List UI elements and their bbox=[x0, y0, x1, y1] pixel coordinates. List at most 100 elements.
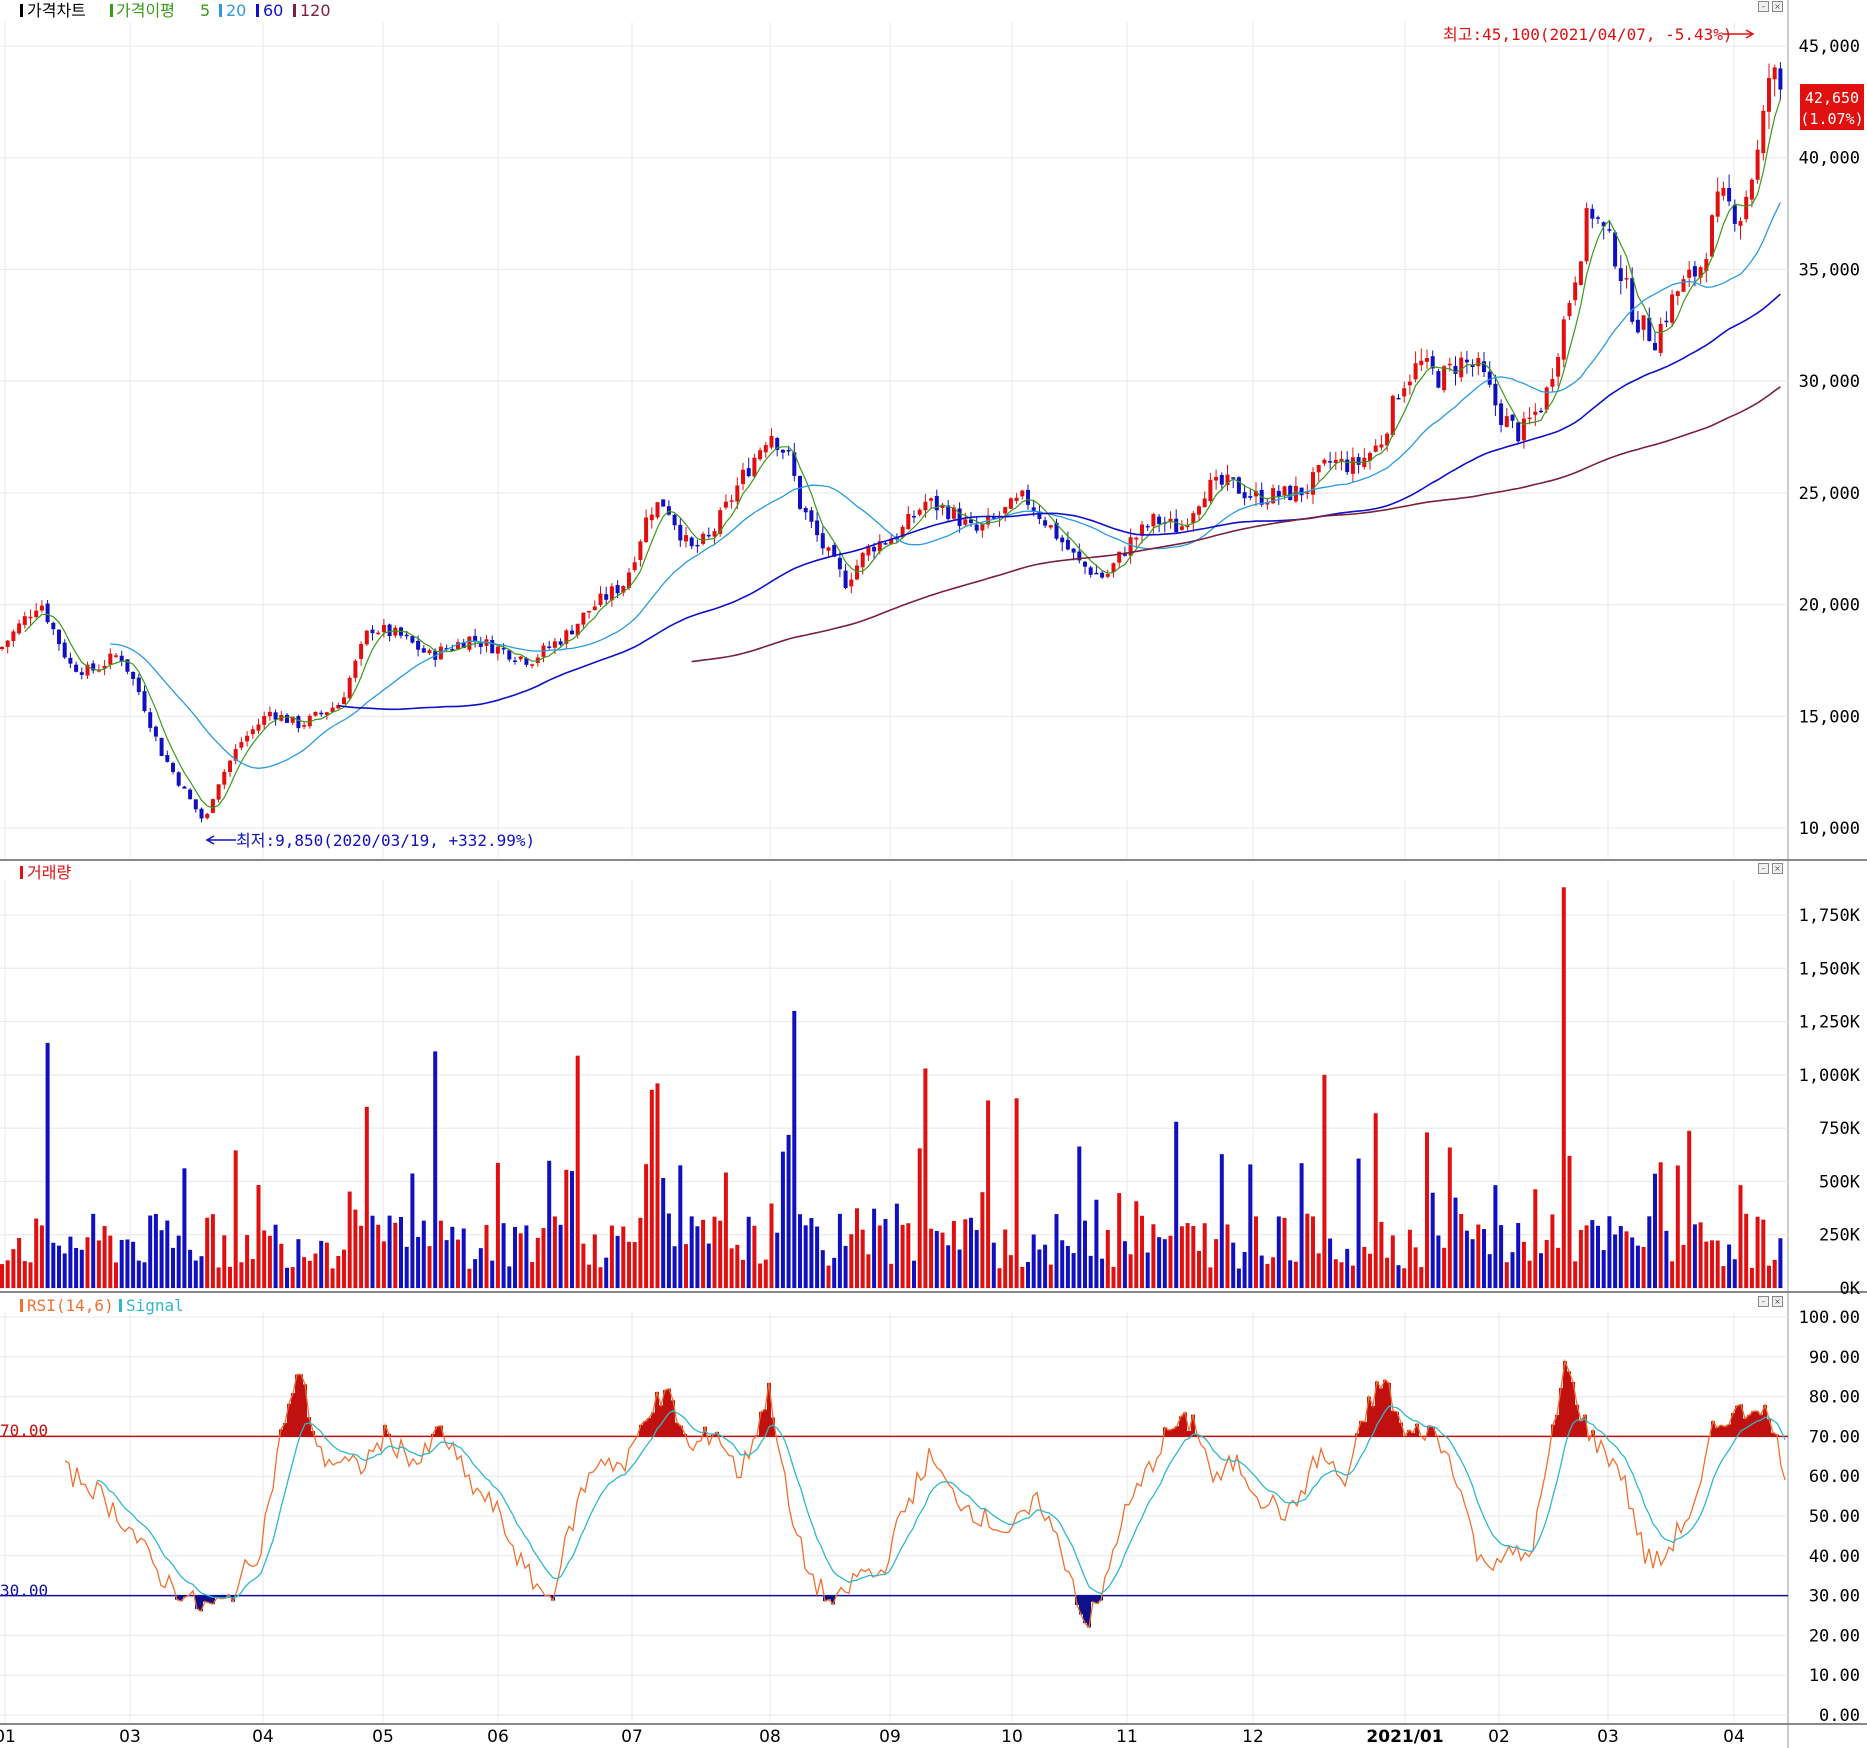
candle-body bbox=[803, 508, 808, 513]
candle-body bbox=[210, 799, 215, 813]
volume-bar bbox=[39, 1225, 44, 1288]
candle-body bbox=[108, 653, 113, 665]
candle-body bbox=[364, 630, 369, 645]
volume-bar bbox=[1550, 1214, 1555, 1288]
candle-body bbox=[1060, 537, 1065, 543]
candle-body bbox=[1590, 208, 1595, 219]
rsi-overbought-fill bbox=[1723, 1426, 1727, 1437]
rsi-panel-controls[interactable]: – × bbox=[1758, 1296, 1783, 1307]
minimize-icon[interactable]: – bbox=[1758, 863, 1769, 874]
volume-bar bbox=[1151, 1224, 1156, 1288]
axes: 01 03 04 05 06 07 08 09 10 11 12 2021/01 02 03 04 45,00… bbox=[0, 37, 1861, 1747]
volume-bar bbox=[1698, 1222, 1703, 1288]
volume-bar bbox=[1265, 1263, 1270, 1288]
close-icon[interactable]: × bbox=[1772, 1, 1783, 12]
candle-body bbox=[729, 500, 734, 502]
volume-bar bbox=[729, 1248, 734, 1288]
volume-bar bbox=[644, 1164, 649, 1288]
volume-bar bbox=[689, 1216, 694, 1288]
volume-bar bbox=[837, 1213, 842, 1288]
rsi-overbought-fill bbox=[307, 1417, 311, 1437]
volume-bar bbox=[803, 1225, 808, 1288]
volume-bar bbox=[1214, 1239, 1219, 1288]
volume-bar bbox=[1390, 1235, 1395, 1288]
rsi-overbought-fill bbox=[763, 1409, 767, 1437]
candle-body bbox=[843, 570, 848, 589]
rsi-overbought-fill bbox=[1183, 1412, 1187, 1437]
candle-body bbox=[644, 517, 649, 543]
volume-tick-label: 1,000K bbox=[1799, 1066, 1861, 1086]
candle-body bbox=[929, 498, 934, 501]
candle-body bbox=[507, 650, 512, 660]
candle-body bbox=[695, 544, 700, 547]
volume-bar bbox=[1675, 1165, 1680, 1288]
volume-bar bbox=[461, 1228, 466, 1288]
candle-body bbox=[467, 636, 472, 650]
volume-bar bbox=[473, 1259, 478, 1288]
candle-body bbox=[22, 616, 27, 625]
candle-body bbox=[233, 749, 238, 761]
volume-bar bbox=[587, 1264, 592, 1288]
rsi-overbought-fill bbox=[1767, 1419, 1771, 1437]
rsi-overbought-fill bbox=[1571, 1381, 1575, 1437]
candle-body bbox=[855, 565, 859, 580]
candle-body bbox=[1145, 525, 1150, 528]
candle-body bbox=[1140, 524, 1144, 536]
minimize-icon[interactable]: – bbox=[1758, 1296, 1769, 1307]
candle-body bbox=[974, 524, 979, 531]
volume-bar bbox=[524, 1225, 529, 1288]
rsi-overbought-fill bbox=[1179, 1416, 1183, 1437]
legend-price-chart: 가격차트 bbox=[27, 1, 86, 20]
volume-bar bbox=[336, 1255, 341, 1288]
volume-bar bbox=[153, 1213, 158, 1288]
price-candles bbox=[0, 62, 1783, 823]
candle-body bbox=[917, 509, 922, 515]
volume-bar bbox=[507, 1266, 512, 1288]
volume-panel-controls[interactable]: – × bbox=[1758, 863, 1783, 874]
rsi-overbought-fill bbox=[1563, 1361, 1567, 1437]
candle-body bbox=[1385, 433, 1390, 446]
price-panel-controls[interactable]: – × bbox=[1758, 1, 1783, 12]
current-price: 42,650 bbox=[1805, 89, 1859, 107]
ma5-line bbox=[24, 98, 1781, 809]
rsi-level-low-label: 30.00 bbox=[0, 1581, 48, 1600]
close-icon[interactable]: × bbox=[1772, 863, 1783, 874]
candle-body bbox=[1328, 461, 1333, 463]
candle-body bbox=[1202, 498, 1207, 508]
volume-bar bbox=[1447, 1147, 1452, 1288]
candle-body bbox=[1778, 68, 1783, 90]
volume-bar bbox=[1413, 1247, 1418, 1288]
volume-bar bbox=[1567, 1155, 1572, 1288]
minimize-icon[interactable]: – bbox=[1758, 1, 1769, 12]
candle-body bbox=[490, 640, 495, 654]
candle-body bbox=[604, 594, 609, 600]
volume-bar bbox=[1641, 1247, 1646, 1288]
volume-bar bbox=[347, 1191, 352, 1288]
volume-bar bbox=[1328, 1238, 1333, 1288]
volume-bar bbox=[866, 1254, 871, 1288]
volume-bar bbox=[1111, 1266, 1116, 1288]
close-icon[interactable]: × bbox=[1772, 1296, 1783, 1307]
rsi-overbought-fill bbox=[1367, 1396, 1371, 1437]
volume-bar bbox=[604, 1257, 609, 1288]
candle-body bbox=[171, 763, 175, 772]
candle-body bbox=[1043, 520, 1048, 526]
candle-body bbox=[1624, 278, 1629, 280]
x-tick-label: 03 bbox=[119, 1727, 141, 1747]
candle-body bbox=[689, 537, 694, 547]
candle-body bbox=[518, 656, 523, 660]
volume-bar bbox=[421, 1220, 426, 1288]
candle-body bbox=[473, 635, 478, 641]
rsi-overbought-fill bbox=[1771, 1432, 1775, 1437]
volume-bar bbox=[1704, 1241, 1709, 1288]
volume-bar bbox=[228, 1266, 232, 1288]
candle-body bbox=[1077, 551, 1082, 561]
candle-body bbox=[239, 742, 244, 748]
volume-bar bbox=[399, 1216, 403, 1288]
candle-body bbox=[1219, 474, 1224, 485]
volume-bar bbox=[1590, 1220, 1595, 1288]
candle-body bbox=[1550, 378, 1555, 387]
candle-body bbox=[1715, 191, 1720, 217]
volume-bar bbox=[1442, 1247, 1447, 1288]
